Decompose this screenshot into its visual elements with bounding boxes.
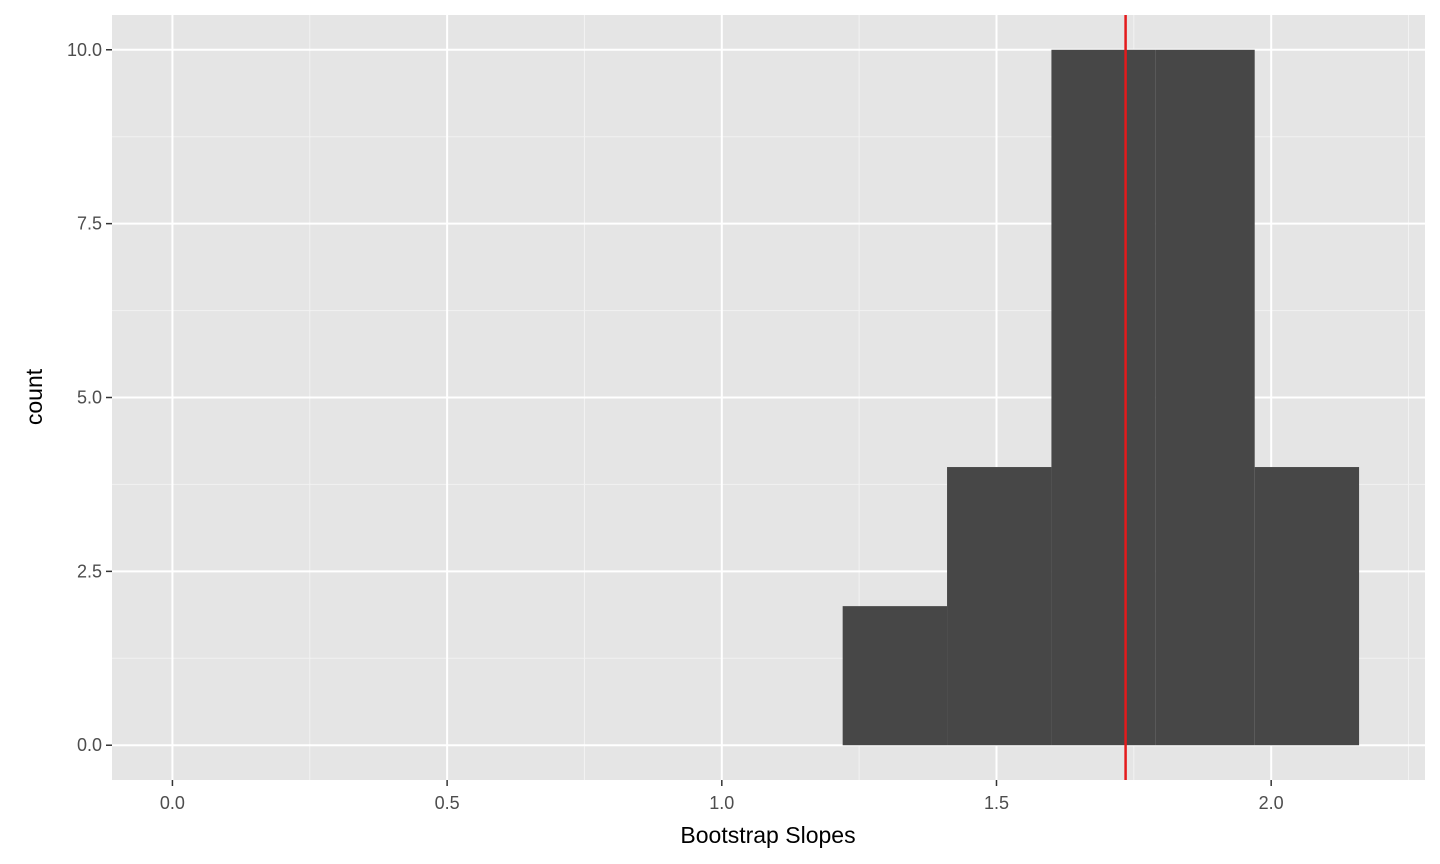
y-tick-label: 0.0: [77, 735, 102, 755]
y-tick-label: 5.0: [77, 388, 102, 408]
y-tick-label: 7.5: [77, 214, 102, 234]
histogram-bar: [1051, 49, 1156, 746]
histogram-bar: [842, 606, 948, 746]
y-axis-title: count: [21, 368, 47, 425]
x-axis: 0.0 0.5 1.0 1.5 2.0: [160, 780, 1284, 813]
histogram-bar: [1155, 49, 1255, 746]
x-axis-title: Bootstrap Slopes: [680, 822, 855, 848]
x-tick-label: 0.5: [435, 793, 460, 813]
x-tick-label: 0.0: [160, 793, 185, 813]
x-tick-label: 2.0: [1259, 793, 1284, 813]
y-tick-label: 10.0: [67, 40, 102, 60]
y-axis: 0.0 2.5 5.0 7.5 10.0: [67, 40, 112, 755]
histogram-bar: [1254, 467, 1360, 746]
x-tick-label: 1.5: [984, 793, 1009, 813]
y-tick-label: 2.5: [77, 561, 102, 581]
histogram-bar: [947, 467, 1052, 746]
histogram-bars: [842, 49, 1360, 746]
x-tick-label: 1.0: [709, 793, 734, 813]
